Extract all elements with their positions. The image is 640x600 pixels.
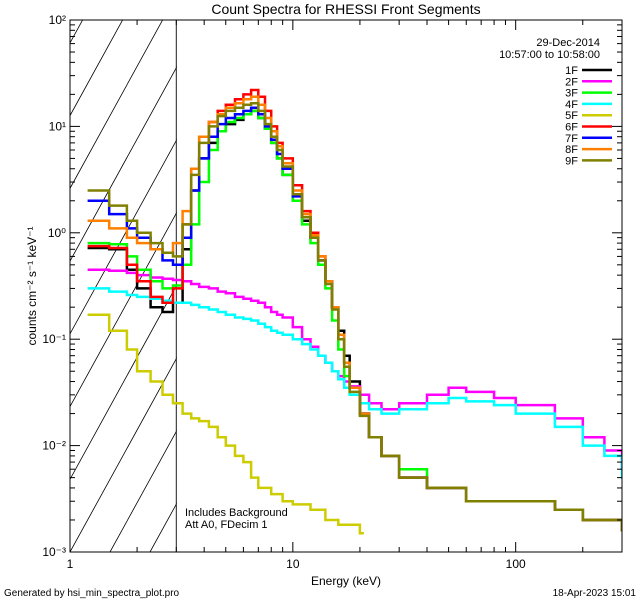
y-tick-label: 10¹ [49, 119, 66, 133]
x-tick-label: 10 [286, 557, 300, 571]
legend-label-8F: 8F [565, 144, 578, 156]
hatch-line [70, 20, 164, 190]
footer-timestamp: 18-Apr-2023 15:01 [553, 588, 637, 599]
series-line-2F [87, 268, 622, 471]
x-tick-label: 1 [67, 557, 74, 571]
hatch-line [0, 0, 80, 552]
chart-title: Count Spectra for RHESSI Front Segments [211, 1, 480, 17]
legend-label-5F: 5F [565, 110, 578, 122]
annotation-background: Includes Background [185, 507, 288, 519]
y-tick-label: 10⁻¹ [42, 332, 66, 346]
series-line-9F [87, 102, 622, 532]
legend-label-2F: 2F [565, 76, 578, 88]
legend-label-3F: 3F [565, 88, 578, 100]
legend-label-7F: 7F [565, 133, 578, 145]
annotation-attenuator: Att A0, FDecim 1 [185, 519, 268, 531]
legend-label-6F: 6F [565, 122, 578, 134]
legend-label-1F: 1F [565, 65, 578, 77]
footer-generated-by: Generated by hsi_min_spectra_plot.pro [4, 588, 180, 599]
y-tick-label: 10² [49, 13, 66, 27]
y-tick-label: 10⁰ [48, 226, 66, 240]
legend: 29-Dec-2014 10:57:00 to 10:58:00 1F2F3F4… [499, 37, 612, 167]
y-tick-label: 10⁻² [42, 439, 66, 453]
hatch-line [70, 20, 124, 117]
y-tick-label: 10⁻³ [42, 545, 66, 559]
x-axis-label: Energy (keV) [311, 574, 381, 588]
plot-frame [69, 19, 623, 553]
axes: 1 10 100 10⁻³ 10⁻² 10⁻¹ 10⁰ 10¹ 10² [42, 13, 623, 571]
hatch-line [630, 0, 640, 552]
legend-time-range: 10:57:00 to 10:58:00 [499, 49, 600, 61]
x-tick-label: 100 [506, 557, 526, 571]
y-axis-label: counts cm⁻² s⁻¹ keV⁻¹ [25, 226, 39, 345]
legend-label-9F: 9F [565, 155, 578, 167]
series-layer [87, 88, 622, 535]
legend-date: 29-Dec-2014 [536, 37, 600, 49]
hatched-region [0, 0, 640, 552]
series-line-5F [87, 313, 364, 535]
series-line-4F [87, 287, 622, 479]
legend-label-4F: 4F [565, 99, 578, 111]
